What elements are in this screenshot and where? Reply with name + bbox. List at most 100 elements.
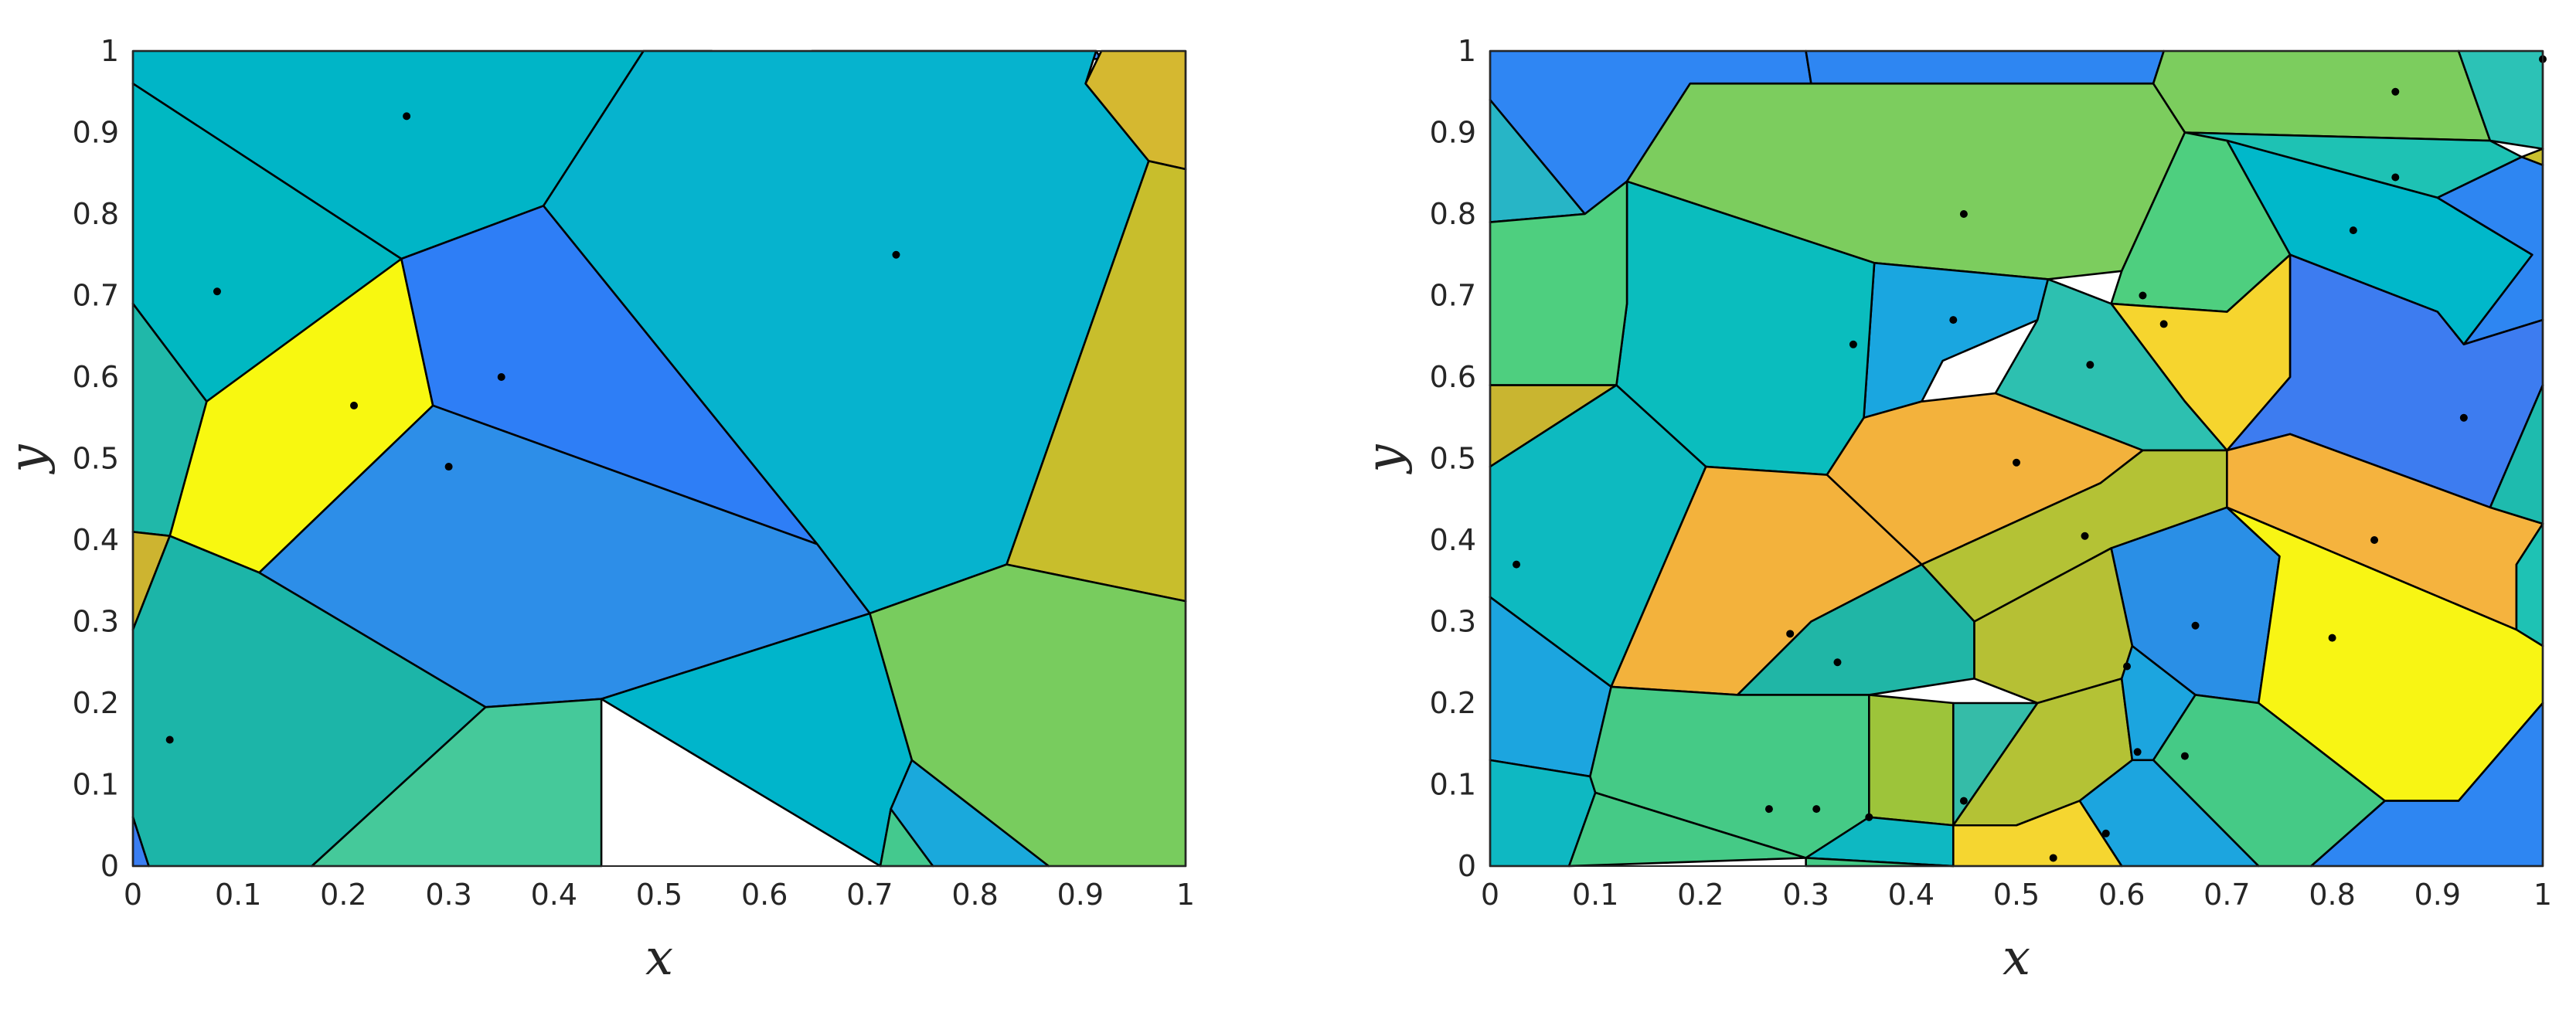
right-cells	[1489, 49, 2544, 868]
y-tick-label: 0.5	[73, 442, 119, 476]
seed-point	[444, 463, 453, 471]
y-tick-label: 0.2	[1430, 686, 1476, 720]
seed-point	[2328, 634, 2336, 642]
seed-point	[1513, 560, 1521, 569]
right-x-axis-label: x	[2003, 929, 2030, 987]
x-tick-label: 0.7	[2203, 878, 2250, 912]
x-tick-label: 0.7	[846, 878, 893, 912]
x-tick-label: 0.2	[320, 878, 366, 912]
y-tick-label: 0.7	[73, 279, 119, 313]
seed-point	[2391, 173, 2400, 182]
x-tick-label: 0.5	[636, 878, 682, 912]
right-x-tick-labels: 0 0.1 0.2 0.3 0.4 0.5 0.6 0.7 0.8 0.9 1	[1481, 878, 2552, 912]
voronoi-cell	[1952, 800, 2123, 868]
left-x-axis-label: x	[645, 929, 673, 987]
x-tick-label: 1	[2533, 878, 2552, 912]
seed-point	[2133, 748, 2142, 756]
y-tick-label: 0.8	[1430, 197, 1476, 231]
y-tick-label: 0.4	[1430, 523, 1476, 557]
seed-point	[403, 112, 411, 121]
y-tick-label: 0	[1458, 849, 1476, 883]
y-tick-label: 0.1	[73, 768, 119, 802]
right-seed-points	[1513, 55, 2547, 862]
seed-point	[1959, 797, 1968, 805]
seed-point	[2391, 87, 2400, 96]
seed-point	[2191, 621, 2200, 630]
right-y-axis-label: y	[1356, 444, 1414, 475]
seed-point	[1786, 630, 1795, 638]
seed-point	[2101, 829, 2110, 837]
y-tick-label: 0.9	[1430, 116, 1476, 150]
seed-point	[1833, 658, 1842, 667]
seed-point	[2013, 458, 2020, 467]
seed-point	[1849, 340, 1857, 348]
y-tick-label: 0.3	[1430, 605, 1476, 639]
x-tick-label: 0.3	[1782, 878, 1829, 912]
y-tick-label: 1	[1458, 34, 1476, 68]
left-voronoi-panel: 0 0.1 0.2 0.3 0.4 0.5 0.6 0.7 0.8 0.9 1 0 0.1 0.2 0.3…	[0, 34, 1195, 987]
left-y-tick-labels: 0 0.1 0.2 0.3 0.4 0.5 0.6 0.7 0.8 0.9 1	[73, 34, 119, 883]
seed-point	[2459, 413, 2468, 422]
seed-point	[2123, 662, 2132, 671]
x-tick-label: 0.8	[951, 878, 998, 912]
voronoi-cell	[1805, 49, 2165, 85]
y-tick-label: 0.8	[73, 197, 119, 231]
seed-point	[1959, 210, 1968, 218]
y-tick-label: 0.9	[73, 116, 119, 150]
seed-point	[350, 401, 359, 409]
seed-point	[2180, 752, 2189, 760]
y-tick-label: 0.7	[1430, 279, 1476, 313]
x-tick-label: 0.6	[2098, 878, 2145, 912]
x-tick-label: 0.8	[2309, 878, 2355, 912]
y-tick-label: 0.3	[73, 605, 119, 639]
right-axes-frame	[1489, 50, 2544, 867]
x-tick-label: 0	[124, 878, 142, 912]
left-cells	[131, 49, 1187, 868]
x-tick-label: 1	[1176, 878, 1195, 912]
seed-point	[2139, 291, 2147, 300]
right-voronoi-panel: 0 0.1 0.2 0.3 0.4 0.5 0.6 0.7 0.8 0.9 1 0 0.1 0.2 0.3…	[1356, 34, 2552, 987]
seed-point	[1949, 316, 1958, 324]
left-y-axis-label: y	[0, 444, 56, 475]
y-tick-label: 0.1	[1430, 768, 1476, 802]
x-tick-label: 0.3	[425, 878, 471, 912]
seed-point	[1764, 805, 1773, 814]
seed-point	[1865, 813, 1873, 821]
x-tick-label: 0.1	[215, 878, 261, 912]
seed-point	[2049, 854, 2057, 862]
y-tick-label: 0	[100, 849, 119, 883]
seed-point	[2159, 320, 2168, 328]
right-y-tick-labels: 0 0.1 0.2 0.3 0.4 0.5 0.6 0.7 0.8 0.9 1	[1430, 34, 1476, 883]
seed-point	[1812, 805, 1821, 814]
seed-point	[2370, 536, 2379, 544]
x-tick-label: 0.2	[1677, 878, 1724, 912]
x-tick-label: 0.1	[1572, 878, 1618, 912]
voronoi-cell	[1567, 791, 1807, 868]
seed-point	[165, 736, 174, 744]
y-tick-label: 0.6	[1430, 360, 1476, 394]
left-axes-frame	[132, 50, 1186, 867]
x-tick-label: 0.4	[531, 878, 577, 912]
x-tick-label: 0.4	[1888, 878, 1935, 912]
left-x-tick-labels: 0 0.1 0.2 0.3 0.4 0.5 0.6 0.7 0.8 0.9 1	[124, 878, 1195, 912]
x-tick-label: 0.6	[741, 878, 788, 912]
y-tick-label: 1	[100, 34, 119, 68]
seed-point	[213, 287, 221, 296]
x-tick-label: 0.5	[1993, 878, 2040, 912]
voronoi-cell	[2152, 49, 2492, 142]
seed-point	[497, 373, 505, 381]
left-seed-points	[165, 112, 900, 744]
x-tick-label: 0.9	[2414, 878, 2461, 912]
seed-point	[892, 250, 900, 259]
x-tick-label: 0	[1481, 878, 1499, 912]
y-tick-label: 0.2	[73, 686, 119, 720]
seed-point	[2349, 226, 2357, 235]
seed-point	[2086, 361, 2094, 369]
y-tick-label: 0.6	[73, 360, 119, 394]
y-tick-label: 0.5	[1430, 442, 1476, 476]
seed-point	[2081, 532, 2089, 540]
y-tick-label: 0.4	[73, 523, 119, 557]
voronoi-cell	[1868, 694, 1955, 827]
x-tick-label: 0.9	[1057, 878, 1104, 912]
